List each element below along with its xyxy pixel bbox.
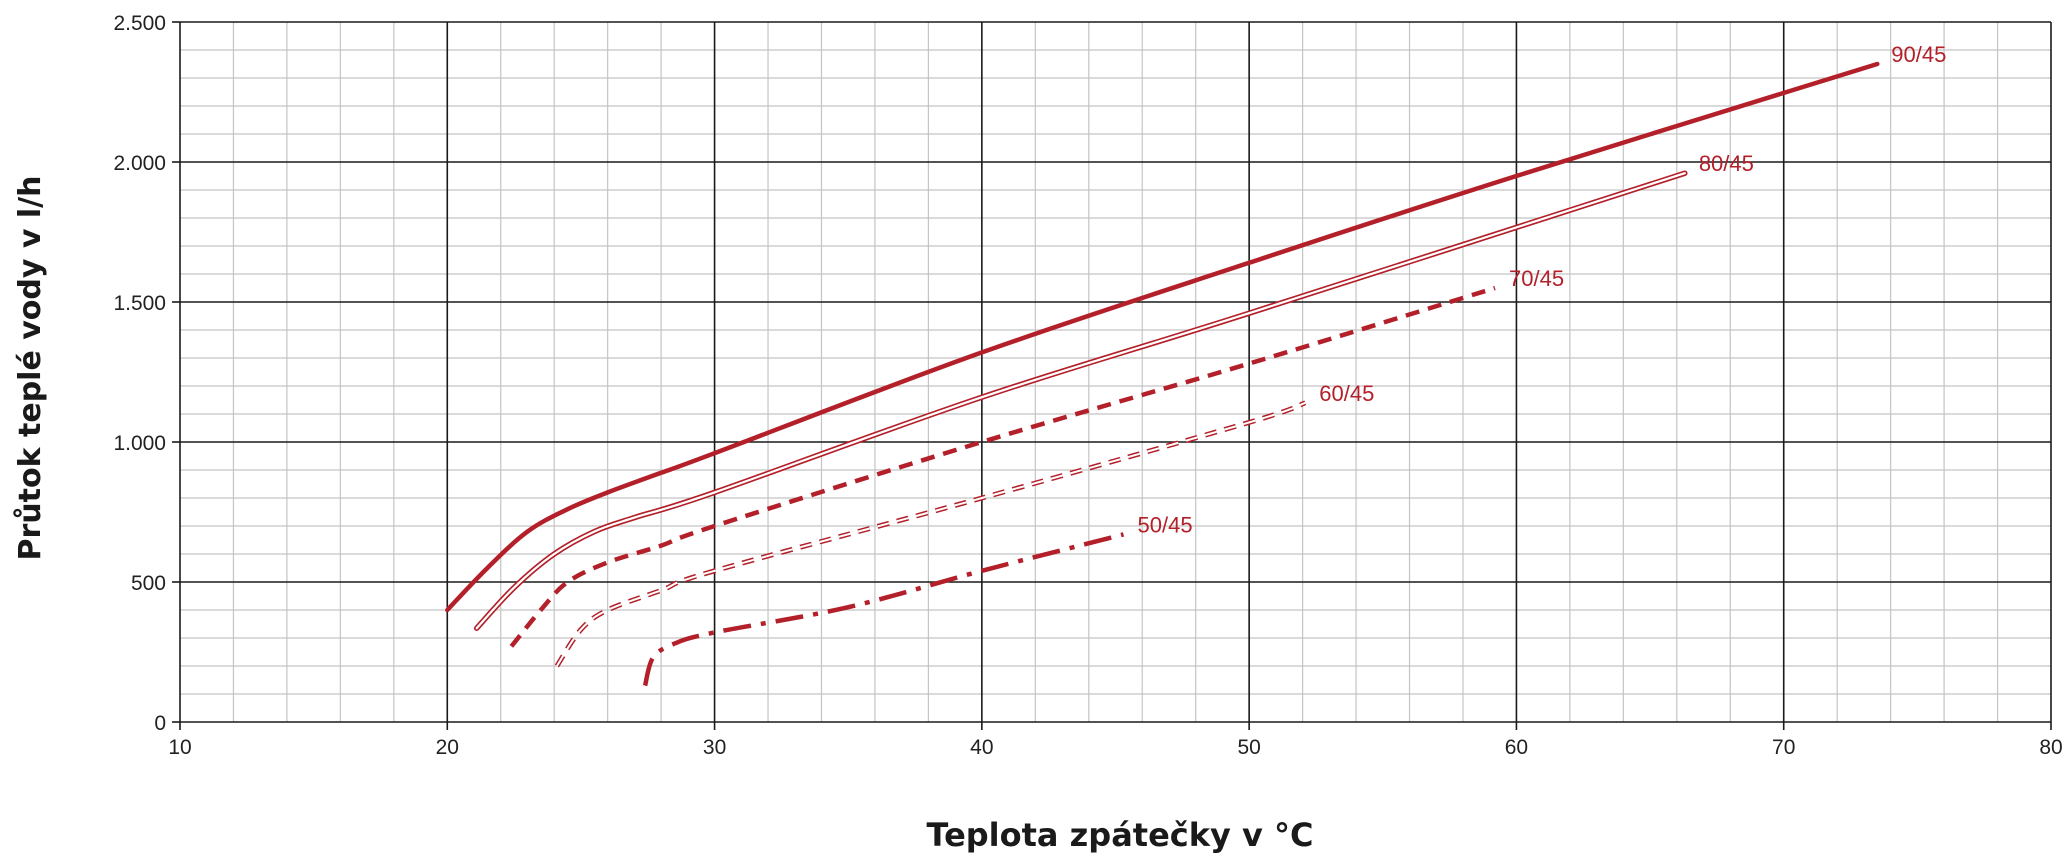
series-path-90-45 (445, 61, 1880, 613)
x-tick-label: 80 (2039, 736, 2062, 759)
series-path-70-45 (509, 285, 1496, 648)
x-tick-label: 20 (436, 736, 459, 759)
series-label-90-45: 90/45 (1891, 42, 1946, 67)
y-tick-label: 0 (154, 712, 166, 735)
x-tick-label: 70 (1772, 736, 1795, 759)
minor-gridlines (180, 22, 2051, 722)
x-tick-label: 30 (703, 736, 726, 759)
series-path-50-45 (642, 532, 1125, 687)
major-gridlines (172, 21, 2052, 730)
y-tick-label: 1.500 (113, 292, 166, 315)
y-tick-label: 1.000 (113, 432, 166, 455)
x-tick-label: 40 (970, 736, 993, 759)
series-layer (445, 61, 1880, 687)
series-label-80-45: 80/45 (1699, 151, 1754, 176)
series-line-70-45 (509, 285, 1496, 648)
series-line-60-45 (554, 400, 1307, 668)
series-label-50-45: 50/45 (1138, 512, 1193, 537)
series-path-inner-80-45 (475, 172, 1686, 630)
series-label-70-45: 70/45 (1509, 266, 1564, 291)
series-line-80-45 (473, 170, 1688, 631)
x-tick-label: 10 (168, 736, 191, 759)
y-tick-label: 2.500 (113, 12, 166, 35)
series-path-inner-60-45 (556, 401, 1306, 667)
x-tick-label: 60 (1505, 736, 1528, 759)
series-line-90-45 (445, 61, 1880, 613)
x-tick-label: 50 (1237, 736, 1260, 759)
y-tick-label: 2.000 (113, 152, 166, 175)
tick-labels: 10 20 30 40 50 60 70 80 0 500 1.000 1.500 2.000 2.500 (113, 12, 2062, 759)
series-labels: 90/45 80/45 70/45 60/45 50/45 (1138, 42, 1947, 537)
series-label-60-45: 60/45 (1319, 381, 1374, 406)
y-tick-label: 500 (131, 572, 166, 595)
x-axis-title: Teplota zpátečky v °C (926, 816, 1313, 854)
y-axis-title: Průtok teplé vody v l/h (12, 176, 48, 561)
series-path-80-45 (473, 170, 1688, 631)
series-line-50-45 (642, 532, 1125, 687)
